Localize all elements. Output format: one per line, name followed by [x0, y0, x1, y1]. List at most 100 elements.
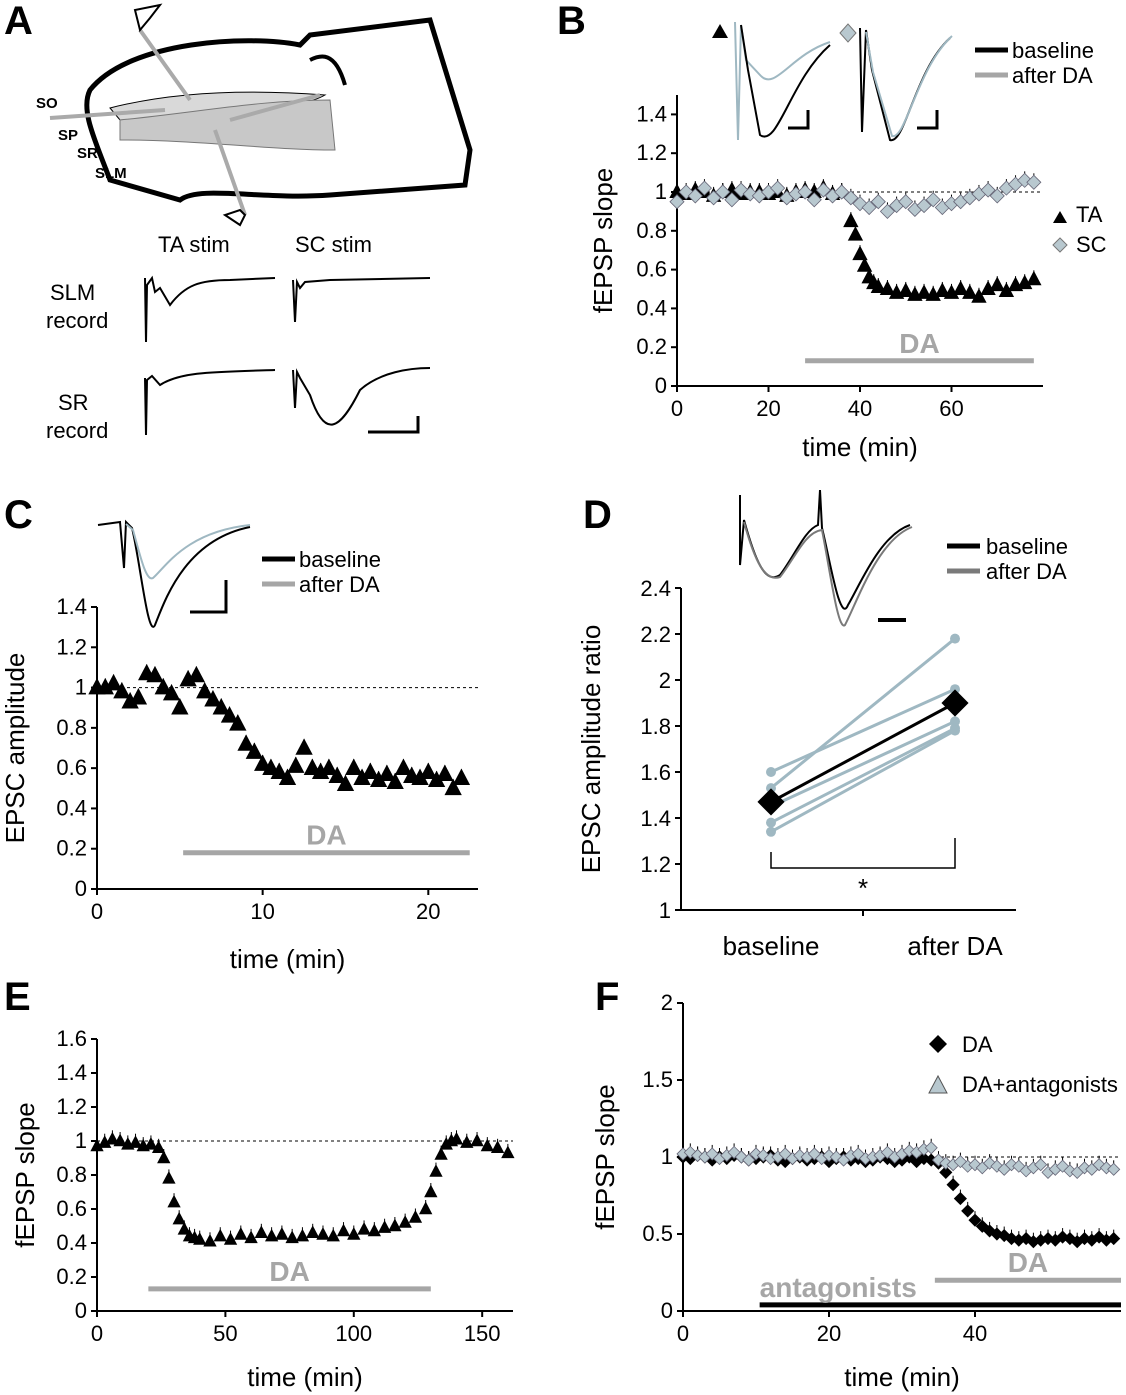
- data-point-e-fepsp: [429, 1164, 443, 1177]
- y-tick-label-e: 0: [75, 1298, 87, 1323]
- data-point-c-epsc: [336, 774, 355, 792]
- panel-a: A SO SP SR SLM TA stim SC stim SLM recor…: [4, 0, 473, 443]
- stim-arrow-icon-2: [222, 208, 247, 227]
- treatment-bar-label-f: antagonists: [760, 1272, 917, 1303]
- data-point-e-fepsp: [460, 1135, 474, 1148]
- treatment-bar-label-f: DA: [1008, 1247, 1048, 1278]
- data-point-e-fepsp: [306, 1225, 320, 1238]
- panel-c: C baseline after DA 0 0.2 0.4 0.6 0.8 1 1.2 1.4…: [0, 493, 478, 974]
- y-tick-label-f: 2: [661, 990, 673, 1015]
- slm-record-label-2: record: [46, 308, 108, 333]
- sr-layer: [119, 99, 336, 151]
- mean-point: [941, 689, 969, 717]
- x-axis-label-c: time (min): [230, 944, 346, 974]
- data-point-e-fepsp: [193, 1232, 207, 1245]
- y-tick-label-e: 1.4: [56, 1060, 87, 1085]
- sr-record-label-2: record: [46, 418, 108, 443]
- y-tick-label-b: 0.4: [636, 295, 667, 320]
- data-point-f-da+antagonists: [742, 1153, 756, 1167]
- panel-d: D baseline after DA 1 1.2 1.4 1.6 1.8 2 2.2 2.4…: [576, 489, 1068, 961]
- chart-b: 0 0.2 0.4 0.6 0.8 1 1.2 1.4 0 20 40 60 time (min) fEP…: [588, 95, 1043, 462]
- data-point-e-fepsp: [157, 1150, 171, 1164]
- data-point-e-fepsp: [128, 1135, 143, 1148]
- individual-point: [950, 725, 960, 736]
- data-point-c-epsc: [295, 738, 313, 755]
- y-tick-label-b: 0.2: [636, 334, 667, 359]
- stim-arrow-icon: [133, 3, 163, 33]
- data-point-c-epsc: [287, 756, 305, 773]
- data-point-c-epsc: [187, 665, 206, 683]
- data-point-b-ta: [989, 276, 1005, 292]
- data-point-c-epsc: [419, 762, 437, 779]
- y-tick-label-d: 1.8: [640, 714, 671, 739]
- data-point-b-ta: [916, 284, 932, 299]
- legend-b-ta-text: TA: [1076, 202, 1103, 227]
- legend-c-after-text: after DA: [299, 572, 380, 597]
- chart-c: 0 0.2 0.4 0.6 0.8 1 1.2 1.4 0 10 20 time (min) EPSC …: [0, 594, 478, 974]
- data-point-b-ta: [971, 288, 987, 303]
- y-tick-label-d: 1: [659, 898, 671, 923]
- y-tick-label-c: 0.2: [56, 836, 87, 861]
- data-point-b-sc: [797, 184, 813, 200]
- individual-line: [770, 637, 956, 790]
- data-point-f-da: [939, 1165, 953, 1179]
- legend-f-da-icon: [929, 1035, 947, 1053]
- data-point-c-epsc: [444, 778, 462, 796]
- y-tick-label-d: 1.4: [640, 806, 671, 831]
- legend-b-after-text: after DA: [1012, 63, 1093, 88]
- data-point-e-fepsp: [326, 1228, 340, 1242]
- y-tick-label-b: 1.4: [636, 101, 667, 126]
- y-tick-label-d: 1.2: [640, 852, 671, 877]
- y-axis-label-e: fEPSP slope: [10, 1102, 40, 1248]
- x-tick-label-f: 40: [963, 1321, 987, 1346]
- data-point-b-sc: [806, 192, 822, 208]
- y-tick-label-f: 1: [661, 1144, 673, 1169]
- data-point-b-sc: [879, 203, 896, 219]
- x-tick-label-f: 0: [677, 1321, 689, 1346]
- data-point-e-fepsp: [347, 1227, 361, 1240]
- data-point-b-ta: [879, 280, 896, 295]
- data-point-b-ta: [852, 245, 868, 261]
- electrode-2: [49, 108, 166, 120]
- significance-bracket: [770, 838, 956, 869]
- data-point-c-epsc: [129, 687, 148, 705]
- chart-e: 0 0.2 0.4 0.6 0.8 1 1.2 1.4 1.6 0 50 100 150 time (mi…: [10, 1026, 515, 1392]
- significance-star: *: [858, 873, 868, 903]
- data-point-e-fepsp: [167, 1194, 181, 1208]
- data-point-e-fepsp: [105, 1131, 120, 1145]
- y-tick-label-d: 2.2: [640, 622, 671, 647]
- data-point-e-fepsp: [490, 1140, 505, 1153]
- legend-b-sc-icon: [1052, 237, 1068, 253]
- data-point-e-fepsp: [316, 1227, 330, 1240]
- y-tick-label-d: 1.6: [640, 760, 671, 785]
- y-tick-label-b: 0.6: [636, 257, 667, 282]
- x-tick-label-e: 0: [91, 1321, 103, 1346]
- individual-point: [766, 817, 776, 828]
- data-point-b-sc: [706, 190, 722, 206]
- y-tick-label-b: 0: [655, 373, 667, 398]
- data-point-e-fepsp: [377, 1220, 392, 1233]
- trace-slm-ta: [144, 275, 276, 343]
- scale-bar-c: [190, 580, 228, 614]
- y-tick-label-f: 1.5: [642, 1067, 673, 1092]
- data-point-c-epsc: [104, 673, 123, 691]
- x-tick-label-f: 20: [817, 1321, 841, 1346]
- data-point-c-epsc: [196, 681, 214, 699]
- trace-sr-ta: [144, 369, 276, 436]
- data-point-e-fepsp: [419, 1201, 433, 1215]
- scale-bar-b2: [917, 110, 939, 130]
- data-point-e-fepsp: [388, 1218, 402, 1232]
- panel-letter-b: B: [557, 0, 586, 43]
- data-point-e-fepsp: [203, 1233, 217, 1247]
- data-point-b-sc: [815, 182, 831, 198]
- category-label-d: baseline: [723, 931, 820, 961]
- data-point-e-fepsp: [113, 1133, 127, 1147]
- data-point-b-ta: [898, 282, 914, 297]
- data-point-e-fepsp: [254, 1225, 269, 1238]
- y-axis-label-b: fEPSP slope: [588, 168, 618, 314]
- x-tick-label-b: 20: [756, 396, 780, 421]
- data-point-b-ta: [843, 212, 859, 228]
